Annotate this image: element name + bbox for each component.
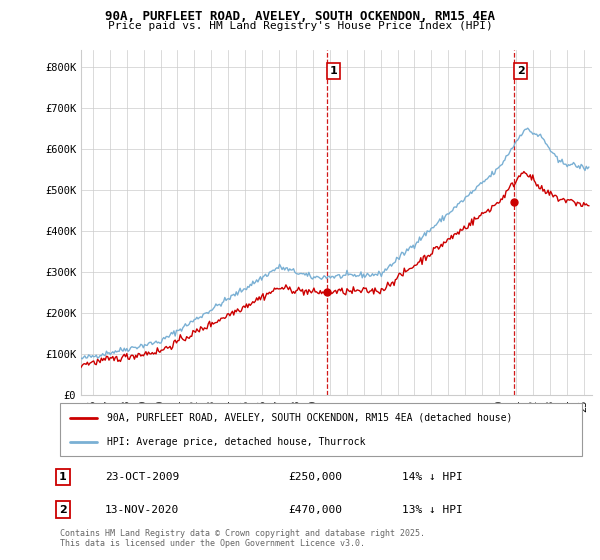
- Text: 13-NOV-2020: 13-NOV-2020: [105, 505, 179, 515]
- Text: 14% ↓ HPI: 14% ↓ HPI: [402, 472, 463, 482]
- Text: 90A, PURFLEET ROAD, AVELEY, SOUTH OCKENDON, RM15 4EA (detached house): 90A, PURFLEET ROAD, AVELEY, SOUTH OCKEND…: [107, 413, 512, 423]
- Text: 13% ↓ HPI: 13% ↓ HPI: [402, 505, 463, 515]
- Text: 1: 1: [59, 472, 67, 482]
- Text: HPI: Average price, detached house, Thurrock: HPI: Average price, detached house, Thur…: [107, 437, 365, 447]
- Text: Price paid vs. HM Land Registry's House Price Index (HPI): Price paid vs. HM Land Registry's House …: [107, 21, 493, 31]
- Text: 90A, PURFLEET ROAD, AVELEY, SOUTH OCKENDON, RM15 4EA: 90A, PURFLEET ROAD, AVELEY, SOUTH OCKEND…: [105, 10, 495, 23]
- Text: 2: 2: [517, 66, 524, 76]
- Text: £250,000: £250,000: [288, 472, 342, 482]
- Text: This data is licensed under the Open Government Licence v3.0.: This data is licensed under the Open Gov…: [60, 539, 365, 548]
- Text: 23-OCT-2009: 23-OCT-2009: [105, 472, 179, 482]
- Text: 1: 1: [329, 66, 337, 76]
- Text: Contains HM Land Registry data © Crown copyright and database right 2025.: Contains HM Land Registry data © Crown c…: [60, 529, 425, 538]
- Text: £470,000: £470,000: [288, 505, 342, 515]
- FancyBboxPatch shape: [60, 403, 582, 456]
- Text: 2: 2: [59, 505, 67, 515]
